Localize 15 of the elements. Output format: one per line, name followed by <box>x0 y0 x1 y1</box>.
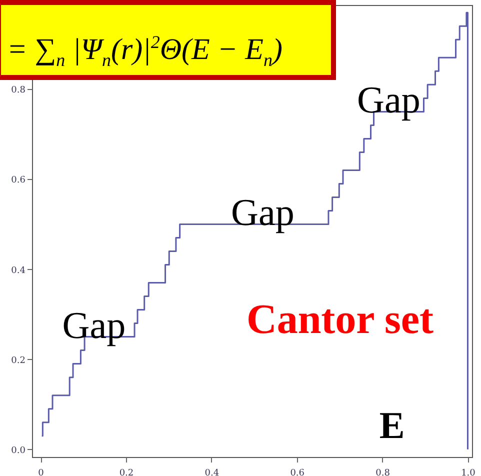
y-tick-label: 0.8 <box>11 86 26 96</box>
x-tick-label: 0.2 <box>119 468 134 476</box>
x-tick-label: 0.6 <box>290 468 305 476</box>
y-tick-label: 0.4 <box>11 266 26 276</box>
x-tick-label: 1.0 <box>461 468 476 476</box>
text: = ∑$_{n}$ |Ψ$_{n}$(r)|$^{2}$Θ(E − E$_{n}$) <box>7 32 282 70</box>
y-tick-label: 0.2 <box>11 356 26 366</box>
annotation: Gap <box>357 80 420 122</box>
annotation: Cantor set <box>246 297 434 343</box>
y-tick-label: 0.0 <box>11 446 26 456</box>
annotation: E <box>379 405 405 447</box>
x-tick-label: 0.8 <box>376 468 390 476</box>
x-tick-label: 0 <box>38 468 44 476</box>
y-tick-label: 0.6 <box>11 176 26 186</box>
x-tick-label: 0.4 <box>204 468 220 476</box>
